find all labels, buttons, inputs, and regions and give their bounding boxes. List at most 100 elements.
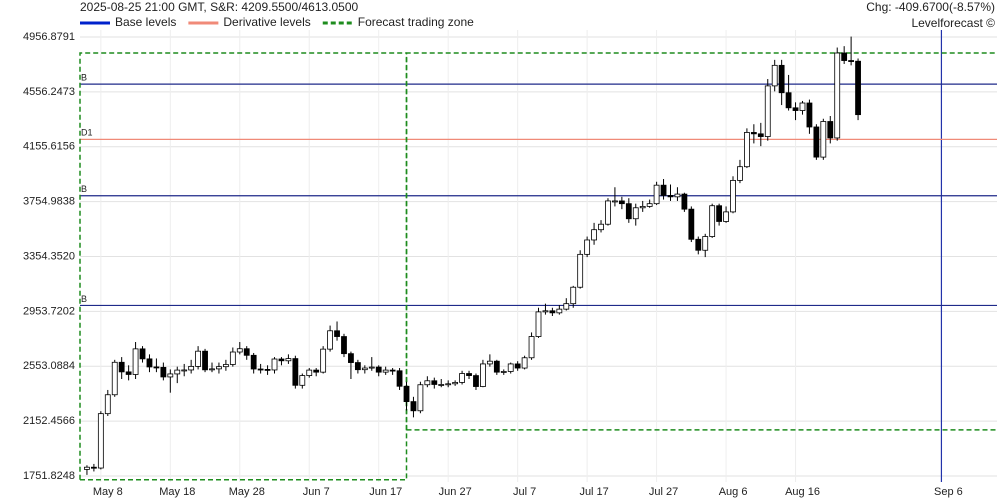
candle-body (848, 60, 855, 62)
candle-body (549, 310, 556, 314)
candle-body (660, 184, 667, 196)
candle-body (591, 229, 597, 241)
candle-body (209, 368, 215, 371)
candle-body (625, 203, 632, 220)
x-tick-label: Jul 17 (579, 486, 608, 498)
candle-body (507, 363, 514, 372)
candle-body (764, 85, 771, 137)
candle-body (445, 383, 452, 386)
x-tick-label: Jun 7 (303, 486, 330, 498)
candle-body (716, 205, 723, 222)
candle-body (480, 363, 486, 387)
candle-body (632, 207, 639, 220)
candle-body (459, 373, 465, 383)
candle-body (104, 394, 111, 415)
candle-body (556, 308, 563, 314)
x-tick-label: Jul 7 (513, 486, 536, 498)
candle-body (153, 366, 160, 369)
candle-body (195, 350, 201, 367)
candle-body (598, 223, 604, 231)
candle-body (111, 361, 118, 396)
candle-body (438, 384, 445, 386)
candle-body (97, 413, 104, 469)
candle-body (243, 348, 250, 356)
candle-body (667, 195, 674, 198)
candle-body (612, 200, 618, 203)
x-tick-label: Jun 17 (369, 486, 402, 498)
candle-body (216, 366, 222, 370)
candle-body (139, 348, 146, 360)
candle-body (334, 330, 340, 337)
candle-body (528, 336, 535, 359)
candle-body (639, 206, 646, 209)
candle-body (521, 357, 528, 369)
candle-body (375, 366, 382, 373)
candle-body (125, 371, 132, 375)
candle-body (424, 380, 431, 386)
candle-body (250, 354, 257, 370)
candle-body (292, 358, 299, 386)
zone-box (79, 52, 408, 481)
x-tick-label: Jun 27 (439, 486, 472, 498)
y-tick-label: 2553.0884 (23, 360, 75, 372)
y-tick-label: 2152.4566 (23, 415, 75, 427)
candle-body (285, 358, 292, 362)
x-tick-label: May 18 (159, 486, 195, 498)
candle-body (202, 350, 208, 371)
candle-body (855, 60, 861, 116)
y-tick-label: 4956.8791 (23, 31, 75, 43)
y-tick-label: 2953.7202 (23, 305, 75, 317)
candle-body (271, 358, 278, 371)
level-label: D1 (81, 128, 93, 138)
level-label: B (81, 184, 87, 194)
y-tick-label: 4155.6156 (23, 141, 75, 153)
candle-body (813, 126, 820, 158)
candle-body (264, 369, 271, 371)
legend-label: Base levels (115, 15, 176, 29)
candle-body (403, 385, 410, 402)
candle-body (466, 373, 472, 376)
candle-body (792, 107, 799, 111)
candle-body (222, 364, 229, 368)
y-tick-label: 1751.8248 (23, 470, 75, 482)
x-tick-label: Aug 16 (785, 486, 820, 498)
candle-body (313, 369, 320, 373)
candle-body (737, 166, 743, 181)
x-tick-label: Aug 6 (719, 486, 748, 498)
candle-body (674, 193, 681, 198)
x-tick-label: Jul 27 (649, 486, 678, 498)
candle-body (695, 238, 702, 251)
candle-body (806, 102, 813, 128)
candle-body (730, 179, 736, 213)
candle-body (236, 348, 243, 353)
candle-body (841, 52, 848, 61)
candle-body (778, 64, 785, 94)
candle-body (299, 375, 306, 386)
candle-body (160, 366, 167, 378)
candle-body (757, 133, 764, 137)
candle-body (327, 330, 333, 350)
candle-body (709, 205, 716, 237)
candle-body (542, 310, 549, 313)
y-tick-label: 3754.9838 (23, 196, 75, 208)
candle-body (361, 367, 368, 371)
x-tick-label: Sep 6 (934, 486, 963, 498)
candle-body (577, 253, 584, 288)
candle-body (473, 375, 479, 387)
candle-body (396, 370, 403, 387)
candle-body (618, 200, 625, 205)
candle-body (410, 401, 417, 412)
candle-body (486, 360, 493, 365)
candle-body (799, 102, 806, 111)
candle-body (785, 92, 792, 109)
candle-body (723, 211, 729, 222)
candle-body (382, 369, 389, 373)
candle-body (605, 200, 611, 225)
candle-body (278, 358, 285, 362)
candle-body (452, 382, 459, 385)
y-tick-label: 4556.2473 (23, 86, 75, 98)
level-label: B (81, 72, 87, 82)
candle-body (702, 236, 709, 251)
x-tick-label: May 8 (93, 486, 123, 498)
